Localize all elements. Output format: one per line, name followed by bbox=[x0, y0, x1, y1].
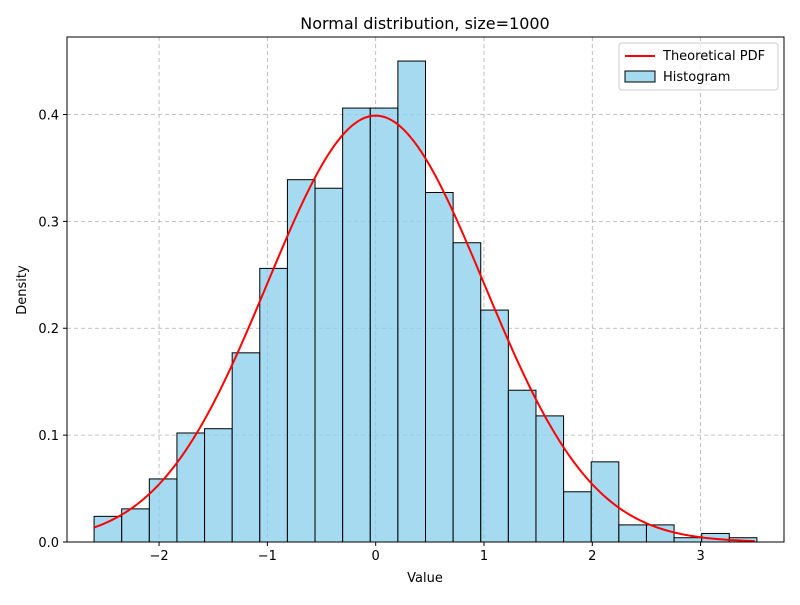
plot-frame bbox=[66, 36, 785, 543]
histogram-bar bbox=[342, 107, 371, 543]
tick-marks: −2 −1 0 1 2 3 0.0 0.1 0.2 0.3 0.4 bbox=[38, 108, 704, 564]
x-tick-label: 2 bbox=[588, 549, 596, 564]
x-tick-label: −2 bbox=[149, 549, 168, 564]
pdf-curve bbox=[93, 114, 755, 543]
histogram-bar bbox=[121, 508, 150, 543]
histogram-bar bbox=[314, 187, 344, 543]
y-tick-label: 0.2 bbox=[38, 322, 59, 337]
histogram-bars bbox=[93, 60, 758, 543]
x-tick-label: 3 bbox=[696, 549, 704, 564]
x-axis-label: Value bbox=[407, 571, 443, 586]
x-tick-label: 1 bbox=[480, 549, 488, 564]
histogram-bar bbox=[563, 491, 592, 543]
histogram-bar bbox=[231, 352, 261, 543]
legend-label-histogram: Histogram bbox=[663, 70, 730, 85]
histogram-bar bbox=[369, 107, 399, 543]
histogram-bar bbox=[93, 515, 123, 543]
y-axis-label: Density bbox=[15, 265, 30, 315]
chart-title: Normal distribution, size=1000 bbox=[300, 14, 549, 33]
y-tick-label: 0.3 bbox=[38, 215, 59, 230]
histogram-bar bbox=[590, 461, 620, 543]
histogram-bar bbox=[507, 389, 537, 543]
histogram-bar bbox=[480, 309, 509, 543]
histogram-bar bbox=[397, 60, 426, 543]
y-tick-label: 0.4 bbox=[38, 108, 59, 123]
legend-box bbox=[618, 42, 779, 91]
pdf-curve-layer bbox=[93, 114, 755, 543]
legend-patch-swatch bbox=[624, 70, 656, 83]
histogram-bar bbox=[259, 267, 288, 543]
histogram-bar bbox=[673, 537, 703, 543]
legend-label-pdf: Theoretical PDF bbox=[662, 49, 765, 64]
x-tick-label: −1 bbox=[258, 549, 277, 564]
histogram-bar bbox=[425, 192, 454, 543]
axes-frame bbox=[66, 36, 785, 543]
legend: Theoretical PDF Histogram bbox=[618, 42, 779, 91]
histogram-bar bbox=[535, 415, 565, 543]
histogram-bar bbox=[148, 478, 178, 543]
histogram-bar bbox=[618, 524, 647, 543]
histogram-bar bbox=[204, 428, 233, 543]
x-tick-label: 0 bbox=[372, 549, 380, 564]
histogram-bar bbox=[452, 242, 482, 543]
histogram-bar bbox=[286, 179, 316, 543]
histogram-bar bbox=[176, 432, 206, 543]
y-tick-label: 0.1 bbox=[38, 429, 59, 444]
y-tick-label: 0.0 bbox=[38, 536, 59, 551]
